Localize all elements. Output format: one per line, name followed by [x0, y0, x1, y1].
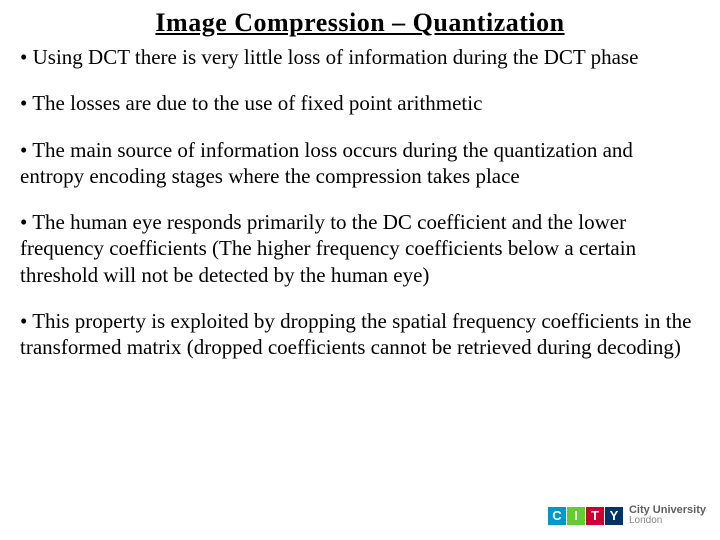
- slide-title: Image Compression – Quantization: [20, 8, 700, 38]
- bullet-item: • The losses are due to the use of fixed…: [20, 90, 700, 116]
- bullet-item: • The human eye responds primarily to th…: [20, 209, 700, 288]
- bullet-item: • Using DCT there is very little loss of…: [20, 44, 700, 70]
- slide-content: Image Compression – Quantization • Using…: [0, 0, 720, 380]
- bullet-item: • This property is exploited by dropping…: [20, 308, 700, 361]
- logo-box-i: I: [567, 507, 585, 525]
- university-logo: C I T Y City University London: [548, 505, 706, 526]
- logo-box-t: T: [586, 507, 604, 525]
- logo-box-y: Y: [605, 507, 623, 525]
- logo-boxes: C I T Y: [548, 507, 623, 525]
- bullet-item: • The main source of information loss oc…: [20, 137, 700, 190]
- logo-box-c: C: [548, 507, 566, 525]
- logo-text-secondary: London: [629, 516, 706, 526]
- logo-text: City University London: [629, 505, 706, 526]
